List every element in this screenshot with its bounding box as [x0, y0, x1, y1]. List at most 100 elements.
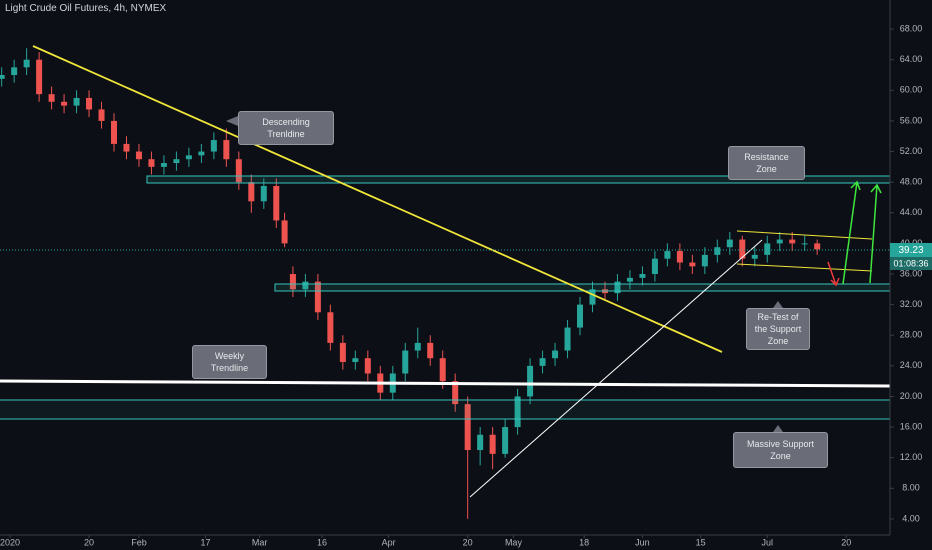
candle-body [210, 140, 217, 152]
candle-body [327, 312, 334, 343]
x-tick-label: Apr [382, 537, 396, 547]
x-tick-label: Mar [252, 537, 268, 547]
candle-body [302, 281, 309, 290]
y-tick-label: 20.00 [900, 391, 923, 401]
candle-body [86, 97, 93, 110]
candle-body [676, 251, 683, 263]
x-tick-label: 15 [696, 537, 706, 547]
candle-body [248, 182, 255, 202]
note: Resistance Zone [728, 146, 805, 180]
candle-body [273, 185, 280, 221]
x-tick-label: 20 [841, 537, 851, 547]
x-tick-label: 20 [84, 537, 94, 547]
candle-body [135, 151, 142, 160]
descending-trendline [32, 45, 723, 353]
axes: 4.00 8.00 12.00 16.00 20.00 24.00 28.00 32.00 36… [0, 23, 922, 547]
candle-body [477, 434, 484, 451]
candle-body [527, 365, 534, 397]
candle-body [789, 239, 796, 244]
candle-body [639, 274, 646, 278]
candle-body [11, 67, 18, 76]
y-tick-label: 12.00 [900, 452, 923, 462]
candle-body [626, 277, 633, 282]
last-price: 39.23 [898, 245, 923, 256]
candle-body [552, 350, 559, 359]
candle-body [98, 109, 105, 121]
y-tick-label: 8.00 [902, 483, 920, 493]
chart-title: Light Crude Oil Futures, 4h, NYMEX [5, 3, 167, 14]
price-tag [890, 243, 932, 257]
candle-body [751, 254, 758, 259]
candle-body [714, 247, 721, 255]
note-pointer [773, 425, 783, 432]
time-axis [0, 535, 932, 550]
candle-body [489, 434, 496, 454]
candle-body [414, 342, 421, 351]
y-tick-label: 40.00 [900, 238, 923, 248]
note: Re-Test of the Support Zone [746, 308, 810, 350]
x-tick-label: Feb [131, 537, 147, 547]
x-tick-label: 20 [463, 537, 473, 547]
weekly-trendline [0, 379, 891, 388]
note: Weekly Trendline [192, 345, 267, 379]
x-tick-label: 16 [317, 537, 327, 547]
candle-body [814, 243, 821, 250]
candle-body [48, 94, 55, 102]
price-axis [890, 0, 932, 550]
candle-body [651, 258, 658, 275]
countdown-tag [890, 257, 932, 270]
candle-body [776, 239, 783, 244]
y-tick-label: 60.00 [900, 85, 923, 95]
candle-body [801, 243, 808, 245]
candle-body [427, 342, 434, 359]
candle-body [123, 143, 130, 152]
candle-body [664, 251, 671, 259]
red-arrow [827, 261, 840, 287]
note: Massive Support Zone [733, 432, 828, 468]
candle-body [36, 59, 43, 95]
x-tick-label: Jul [761, 537, 773, 547]
candle-body [235, 159, 242, 183]
y-tick-label: 64.00 [900, 54, 923, 64]
candle-body [502, 427, 509, 454]
candle-body [0, 75, 5, 79]
candle-body [185, 155, 192, 160]
note: Descending Trenldine [238, 111, 334, 145]
candle-body [614, 281, 621, 294]
candle-body [764, 243, 771, 255]
candle-body [260, 185, 267, 202]
y-tick-label: 56.00 [900, 115, 923, 125]
y-tick-label: 44.00 [900, 207, 923, 217]
rising-trendline [469, 239, 763, 498]
candle-body [23, 59, 30, 68]
y-tick-label: 28.00 [900, 330, 923, 340]
y-tick-label: 68.00 [900, 23, 923, 33]
candle-body [577, 304, 584, 328]
candle-body [198, 151, 205, 156]
candle-body [223, 140, 230, 160]
candle-body [160, 163, 167, 167]
massive-support-fill [0, 400, 890, 419]
candle-body [364, 358, 371, 374]
y-tick-label: 32.00 [900, 299, 923, 309]
candle-body [281, 220, 288, 244]
candle-body [564, 327, 571, 351]
countdown: 01:08:36 [893, 258, 928, 268]
channel-bottom [736, 263, 873, 272]
green-arrow [869, 183, 882, 284]
candle-body [739, 239, 746, 259]
y-tick-label: 52.00 [900, 146, 923, 156]
candle-body [111, 120, 118, 144]
y-tick-label: 48.00 [900, 177, 923, 187]
x-tick-label: Jun [635, 537, 650, 547]
candle-body [173, 159, 180, 164]
x-tick-label: 17 [201, 537, 211, 547]
green-arrow [842, 180, 861, 285]
candle-body [726, 239, 733, 248]
candle-body [289, 274, 296, 290]
candle-body [689, 262, 696, 267]
x-tick-label: May [505, 537, 523, 547]
candle-body [439, 358, 446, 382]
